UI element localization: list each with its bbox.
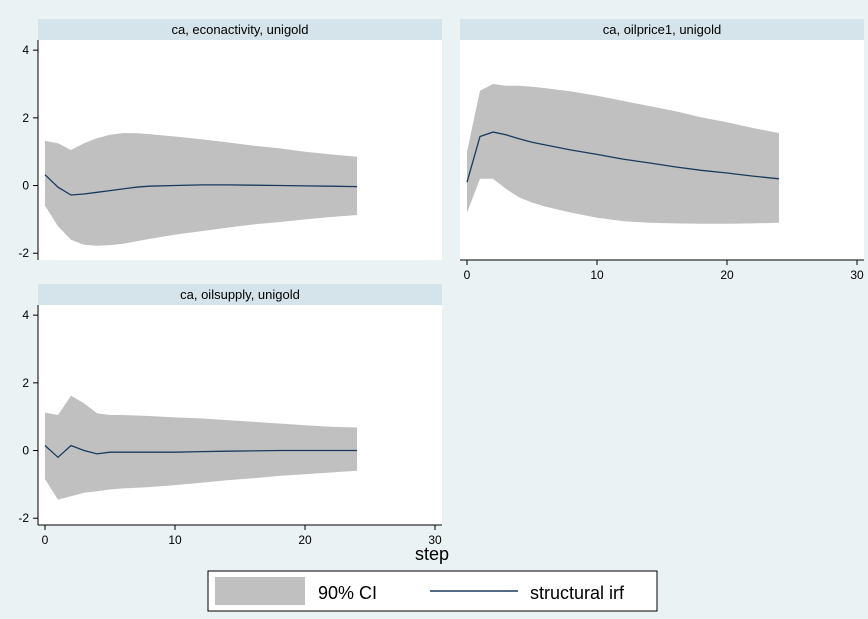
x-tick-label: 10 bbox=[590, 268, 604, 282]
legend-ci-label: 90% CI bbox=[318, 583, 377, 603]
y-tick-label: 4 bbox=[22, 43, 29, 57]
x-tick-label: 0 bbox=[464, 268, 471, 282]
x-tick-label: 20 bbox=[720, 268, 734, 282]
legend-ci-swatch bbox=[215, 577, 305, 605]
panels: ca, econactivity, unigold -2 0 2 4 ca, oilpri… bbox=[18, 19, 864, 547]
x-tick-label: 20 bbox=[298, 533, 312, 547]
y-tick-label: -2 bbox=[18, 511, 29, 525]
y-tick-label: 0 bbox=[22, 179, 29, 193]
panel-title-strip bbox=[460, 19, 864, 40]
x-axis-title: step bbox=[415, 544, 449, 564]
ci-band bbox=[45, 395, 357, 500]
panel-title: ca, oilprice1, unigold bbox=[603, 22, 722, 37]
x-tick-label: 0 bbox=[42, 533, 49, 547]
x-tick-label: 30 bbox=[428, 533, 442, 547]
irf-panel-2: ca, oilprice1, unigold 0 10 20 30 bbox=[460, 19, 864, 282]
panel-title: ca, oilsupply, unigold bbox=[180, 287, 300, 302]
irf-panel-3: ca, oilsupply, unigold -2 0 2 4 0 10 20 30 bbox=[18, 284, 442, 547]
legend-irf-label: structural irf bbox=[530, 583, 625, 603]
irf-line bbox=[466, 131, 780, 183]
y-tick-label: 2 bbox=[22, 376, 29, 390]
panel-title-strip bbox=[38, 19, 442, 40]
panel-title: ca, econactivity, unigold bbox=[171, 22, 308, 37]
irf-line bbox=[44, 174, 358, 196]
legend: 90% CI structural irf bbox=[207, 570, 658, 612]
ci-band bbox=[45, 133, 357, 246]
irf-panel-1: ca, econactivity, unigold -2 0 2 4 bbox=[18, 19, 442, 260]
irf-line bbox=[44, 444, 357, 459]
y-tick-label: 0 bbox=[22, 444, 29, 458]
ci-band bbox=[467, 84, 779, 224]
x-tick-label: 10 bbox=[168, 533, 182, 547]
panel-title-strip bbox=[38, 284, 442, 305]
y-tick-label: 2 bbox=[22, 111, 29, 125]
x-tick-label: 30 bbox=[850, 268, 864, 282]
y-tick-label: 4 bbox=[22, 308, 29, 322]
y-tick-label: -2 bbox=[18, 246, 29, 260]
